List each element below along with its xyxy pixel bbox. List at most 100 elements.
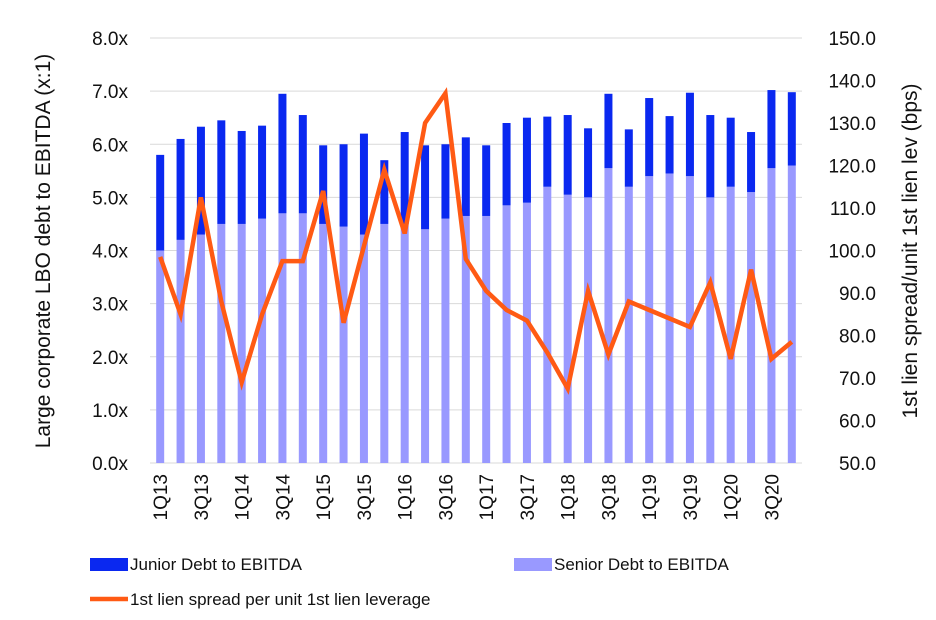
line-series bbox=[158, 87, 794, 395]
bar-junior-3Q18 bbox=[604, 93, 613, 169]
bar-junior-4Q20 bbox=[787, 92, 796, 166]
bar-junior-4Q15 bbox=[380, 160, 389, 224]
bar-junior-3Q19 bbox=[685, 92, 694, 177]
left-axis-title: Large corporate LBO debt to EBITDA (x:1) bbox=[32, 54, 55, 449]
legend-label: 1st lien spread per unit 1st lien levera… bbox=[130, 590, 431, 609]
bar-junior-1Q15 bbox=[319, 145, 328, 224]
gridlines bbox=[150, 37, 802, 464]
x-tick-label: 1Q19 bbox=[640, 474, 661, 520]
bar-junior-2Q16 bbox=[421, 145, 430, 230]
bar-junior-3Q17 bbox=[522, 117, 531, 203]
bar-junior-4Q18 bbox=[624, 129, 633, 187]
bar-junior-1Q17 bbox=[482, 145, 491, 216]
bar-senior-1Q20 bbox=[726, 186, 735, 463]
bar-junior-2Q13 bbox=[176, 138, 185, 240]
x-tick-label: 3Q20 bbox=[762, 474, 783, 520]
bar-senior-2Q20 bbox=[747, 192, 756, 463]
bar-senior-4Q17 bbox=[543, 186, 552, 463]
bar-junior-2Q19 bbox=[665, 116, 674, 174]
left-tick-label: 0.0x bbox=[92, 454, 128, 475]
right-tick-label: 120.0 bbox=[828, 157, 876, 178]
bar-senior-4Q19 bbox=[706, 197, 715, 463]
bar-junior-3Q16 bbox=[441, 144, 450, 219]
bar-junior-1Q14 bbox=[237, 130, 246, 224]
bar-senior-1Q18 bbox=[563, 194, 572, 463]
bar-junior-2Q18 bbox=[584, 128, 593, 198]
bar-junior-3Q13 bbox=[196, 126, 205, 235]
bar-senior-1Q13 bbox=[156, 250, 165, 463]
bar-junior-4Q14 bbox=[298, 115, 307, 214]
x-tick-label: 3Q18 bbox=[599, 474, 620, 520]
bar-senior-2Q13 bbox=[176, 239, 185, 463]
right-axis-title: 1st lien spread/unit 1st lien lev (bps) bbox=[899, 83, 922, 418]
bar-senior-3Q18 bbox=[604, 168, 613, 463]
bar-junior-4Q17 bbox=[543, 116, 552, 187]
legend-swatch bbox=[90, 558, 128, 571]
bar-junior-4Q16 bbox=[461, 137, 470, 216]
bar-senior-2Q17 bbox=[502, 205, 511, 463]
left-tick-label: 4.0x bbox=[92, 242, 128, 263]
bar-senior-4Q14 bbox=[298, 213, 307, 463]
x-tick-label: 1Q15 bbox=[314, 474, 335, 520]
x-tick-label: 3Q14 bbox=[273, 474, 294, 521]
bar-senior-1Q15 bbox=[319, 223, 328, 463]
bar-senior-3Q16 bbox=[441, 218, 450, 463]
bar-senior-2Q16 bbox=[421, 229, 430, 463]
x-tick-label: 3Q15 bbox=[355, 474, 376, 520]
x-tick-label: 3Q17 bbox=[518, 474, 539, 520]
bar-senior-1Q16 bbox=[400, 223, 409, 463]
left-tick-label: 7.0x bbox=[92, 82, 128, 103]
bar-junior-1Q16 bbox=[400, 132, 409, 224]
bar-junior-3Q20 bbox=[767, 90, 776, 169]
bar-senior-3Q15 bbox=[359, 234, 368, 463]
bar-senior-1Q17 bbox=[482, 215, 491, 463]
bar-junior-2Q20 bbox=[747, 132, 756, 193]
right-tick-label: 50.0 bbox=[839, 454, 876, 475]
right-tick-label: 80.0 bbox=[839, 327, 876, 348]
x-tick-label: 1Q20 bbox=[722, 474, 743, 520]
bar-junior-3Q15 bbox=[359, 133, 368, 235]
right-axis-ticks: 50.0 60.0 70.0 80.0 90.0 100.0 110.0 120.0 130.0… bbox=[828, 29, 876, 475]
bar-junior-2Q15 bbox=[339, 144, 348, 227]
x-tick-label: 1Q13 bbox=[151, 474, 172, 520]
bar-senior-2Q15 bbox=[339, 226, 348, 463]
bar-senior-4Q15 bbox=[380, 223, 389, 463]
x-tick-label: 3Q16 bbox=[436, 474, 457, 520]
left-tick-label: 2.0x bbox=[92, 348, 128, 369]
bar-junior-2Q14 bbox=[258, 125, 267, 219]
bar-senior-3Q19 bbox=[685, 176, 694, 463]
bar-junior-3Q14 bbox=[278, 93, 287, 214]
bar-senior-4Q16 bbox=[461, 215, 470, 463]
x-axis-ticks: 1Q13 3Q13 1Q14 3Q14 1Q15 3Q15 1Q16 3Q16 1Q17 3Q17… bbox=[151, 474, 783, 521]
legend-swatch bbox=[514, 558, 552, 571]
bar-senior-2Q14 bbox=[258, 218, 267, 463]
x-tick-label: 3Q19 bbox=[681, 474, 702, 520]
right-tick-label: 140.0 bbox=[828, 72, 876, 93]
bar-senior-1Q14 bbox=[237, 223, 246, 463]
legend-label: Senior Debt to EBITDA bbox=[554, 555, 729, 574]
x-tick-label: 3Q13 bbox=[192, 474, 213, 520]
bar-senior-4Q13 bbox=[217, 223, 226, 463]
bar-junior-1Q13 bbox=[156, 154, 165, 251]
bar-senior-3Q20 bbox=[767, 168, 776, 463]
right-tick-label: 70.0 bbox=[839, 369, 876, 390]
bar-senior-1Q19 bbox=[645, 176, 654, 463]
left-tick-label: 3.0x bbox=[92, 295, 128, 316]
line-spread-per-leverage bbox=[158, 87, 794, 395]
legend-label: Junior Debt to EBITDA bbox=[130, 555, 303, 574]
bar-junior-4Q13 bbox=[217, 120, 226, 224]
bar-senior-2Q18 bbox=[584, 197, 593, 463]
bar-senior-3Q17 bbox=[522, 202, 531, 463]
right-tick-label: 110.0 bbox=[830, 199, 876, 220]
bar-junior-1Q20 bbox=[726, 117, 735, 187]
x-tick-label: 1Q17 bbox=[477, 474, 498, 520]
bar-series bbox=[156, 90, 796, 463]
bar-junior-1Q18 bbox=[563, 115, 572, 195]
left-tick-label: 6.0x bbox=[92, 135, 128, 156]
legend: Junior Debt to EBITDA Senior Debt to EBIT… bbox=[90, 555, 729, 609]
bar-junior-1Q19 bbox=[645, 98, 654, 177]
left-tick-label: 5.0x bbox=[92, 188, 128, 209]
bar-senior-4Q20 bbox=[787, 165, 796, 463]
right-tick-label: 150.0 bbox=[828, 29, 876, 50]
